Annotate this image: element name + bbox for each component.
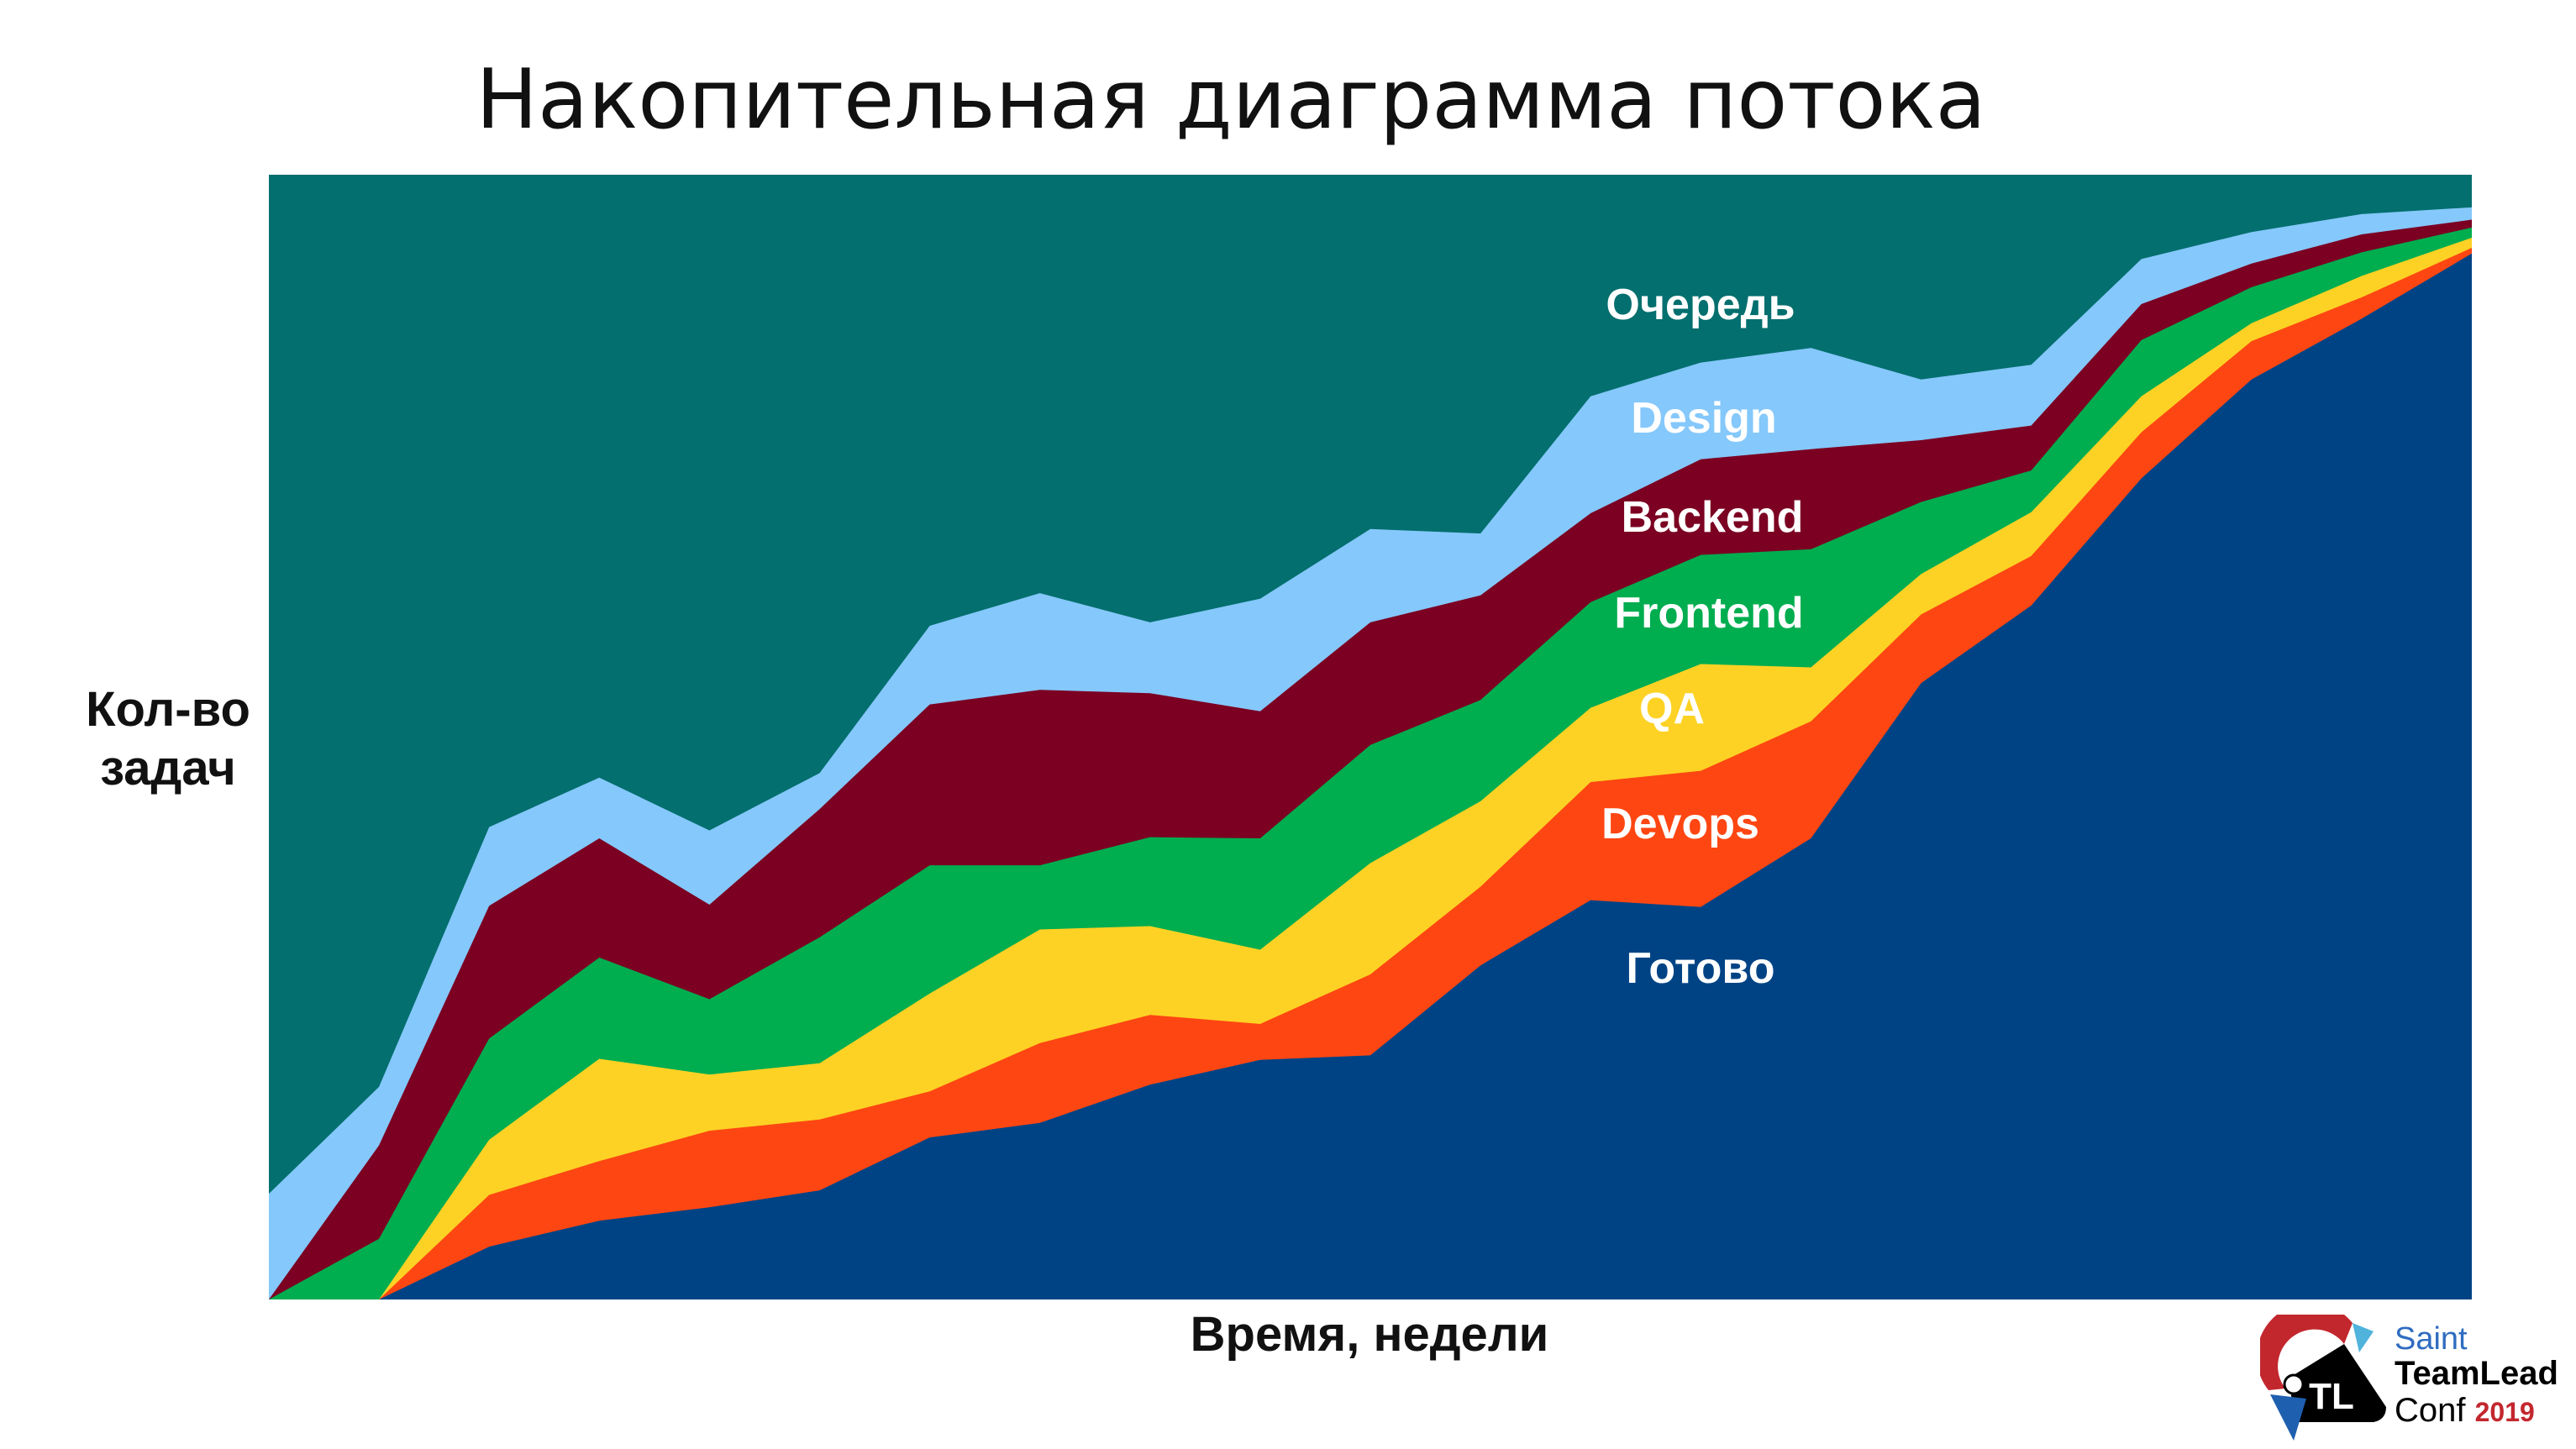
logo-saint: Saint	[2395, 1321, 2468, 1357]
band-label: QA	[1639, 685, 1705, 733]
tl-logo-mark: TL	[2260, 1315, 2386, 1441]
area-band-6	[269, 253, 2472, 1300]
logo-conf: Conf 2019	[2395, 1392, 2535, 1430]
y-axis-label: Кол-во задач	[86, 682, 250, 795]
logo-teamlead: TeamLead	[2395, 1355, 2558, 1392]
logo-mark-text: TL	[2309, 1376, 2354, 1417]
teamlead-conf-logo: TL Saint TeamLead Conf 2019	[2260, 1315, 2571, 1449]
band-label: Frontend	[1614, 589, 1803, 638]
x-axis-label: Время, недели	[1190, 1307, 1549, 1362]
band-label: Backend	[1622, 493, 1804, 542]
band-label: Очередь	[1606, 281, 1795, 329]
logo-conf-text: Conf	[2395, 1392, 2466, 1429]
band-label: Готово	[1627, 944, 1775, 993]
chart-title: Накопительная диаграмма потока	[476, 52, 1986, 148]
band-label: Design	[1631, 394, 1776, 443]
logo-year: 2019	[2474, 1397, 2535, 1427]
band-label: Devops	[1601, 800, 1759, 848]
